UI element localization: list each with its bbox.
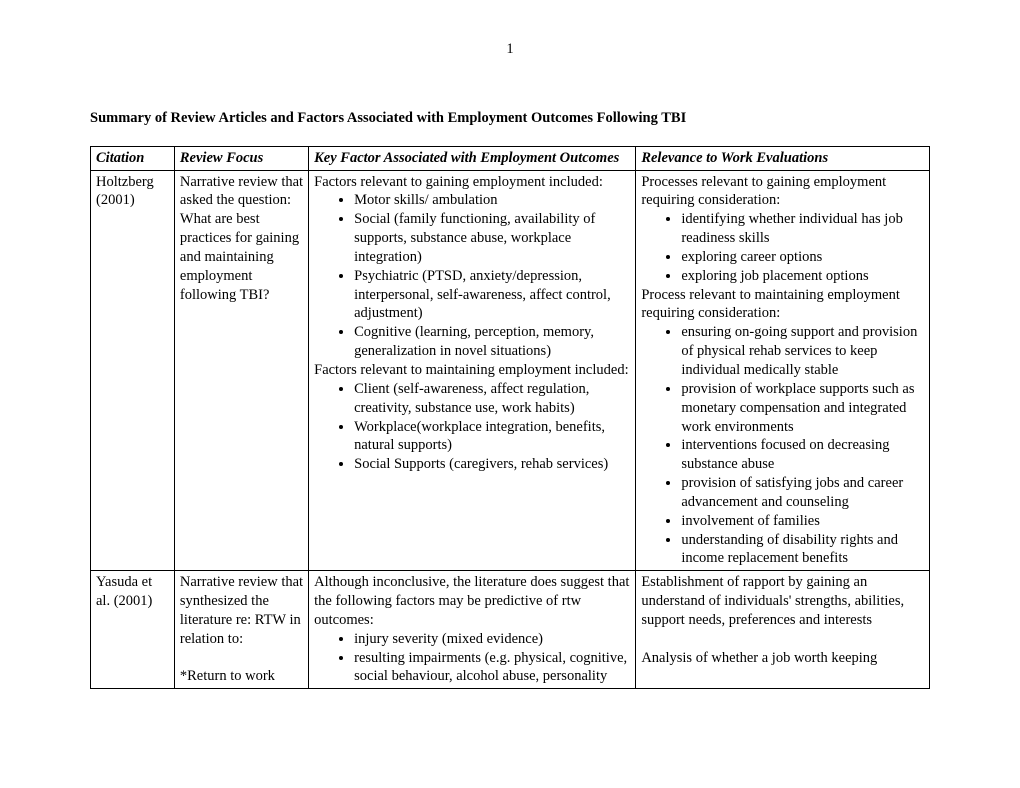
list-item: Social (family functioning, availability… — [354, 210, 630, 267]
kf-intro: Factors relevant to gaining employment i… — [314, 173, 630, 192]
list-item: ensuring on-going support and provision … — [681, 323, 924, 380]
list-item: involvement of families — [681, 512, 924, 531]
list-item: Workplace(workplace integration, benefit… — [354, 418, 630, 456]
list-item: understanding of disability rights and i… — [681, 531, 924, 569]
list-item: exploring career options — [681, 248, 924, 267]
summary-table: Citation Review Focus Key Factor Associa… — [90, 146, 930, 690]
header-key-factor: Key Factor Associated with Employment Ou… — [309, 146, 636, 170]
header-relevance: Relevance to Work Evaluations — [636, 146, 930, 170]
kf-list: injury severity (mixed evidence) resulti… — [314, 630, 630, 687]
table-header-row: Citation Review Focus Key Factor Associa… — [91, 146, 930, 170]
list-item: interventions focused on decreasing subs… — [681, 436, 924, 474]
header-citation: Citation — [91, 146, 175, 170]
header-review-focus: Review Focus — [174, 146, 308, 170]
cell-relevance: Processes relevant to gaining employment… — [636, 170, 930, 571]
rel-para: Establishment of rapport by gaining an u… — [641, 573, 924, 630]
rel-intro: Process relevant to maintaining employme… — [641, 286, 924, 324]
list-item: provision of workplace supports such as … — [681, 380, 924, 437]
list-item: Psychiatric (PTSD, anxiety/depression, i… — [354, 267, 630, 324]
list-item: exploring job placement options — [681, 267, 924, 286]
cell-key-factor: Factors relevant to gaining employment i… — [309, 170, 636, 571]
kf-list: Motor skills/ ambulation Social (family … — [314, 191, 630, 361]
rel-list: identifying whether individual has job r… — [641, 210, 924, 285]
rf-para: Narrative review that synthesized the li… — [180, 573, 303, 648]
rel-list: ensuring on-going support and provision … — [641, 323, 924, 568]
list-item: Motor skills/ ambulation — [354, 191, 630, 210]
document-title: Summary of Review Articles and Factors A… — [90, 109, 930, 128]
cell-review-focus: Narrative review that synthesized the li… — [174, 571, 308, 689]
list-item: Cognitive (learning, perception, memory,… — [354, 323, 630, 361]
list-item: provision of satisfying jobs and career … — [681, 474, 924, 512]
kf-intro: Factors relevant to maintaining employme… — [314, 361, 630, 380]
cell-review-focus: Narrative review that asked the question… — [174, 170, 308, 571]
page-number: 1 — [90, 40, 930, 59]
rel-para: Analysis of whether a job worth keeping — [641, 649, 924, 668]
table-row: Yasuda et al. (2001) Narrative review th… — [91, 571, 930, 689]
rel-para — [641, 630, 924, 649]
cell-citation: Yasuda et al. (2001) — [91, 571, 175, 689]
rf-para — [180, 649, 303, 668]
list-item: Social Supports (caregivers, rehab servi… — [354, 455, 630, 474]
list-item: resulting impairments (e.g. physical, co… — [354, 649, 630, 687]
list-item: injury severity (mixed evidence) — [354, 630, 630, 649]
rel-intro: Processes relevant to gaining employment… — [641, 173, 924, 211]
list-item: identifying whether individual has job r… — [681, 210, 924, 248]
kf-list: Client (self-awareness, affect regulatio… — [314, 380, 630, 474]
list-item: Client (self-awareness, affect regulatio… — [354, 380, 630, 418]
cell-key-factor: Although inconclusive, the literature do… — [309, 571, 636, 689]
table-row: Holtzberg (2001) Narrative review that a… — [91, 170, 930, 571]
cell-relevance: Establishment of rapport by gaining an u… — [636, 571, 930, 689]
cell-citation: Holtzberg (2001) — [91, 170, 175, 571]
rf-para: *Return to work — [180, 667, 303, 686]
kf-intro: Although inconclusive, the literature do… — [314, 573, 630, 630]
